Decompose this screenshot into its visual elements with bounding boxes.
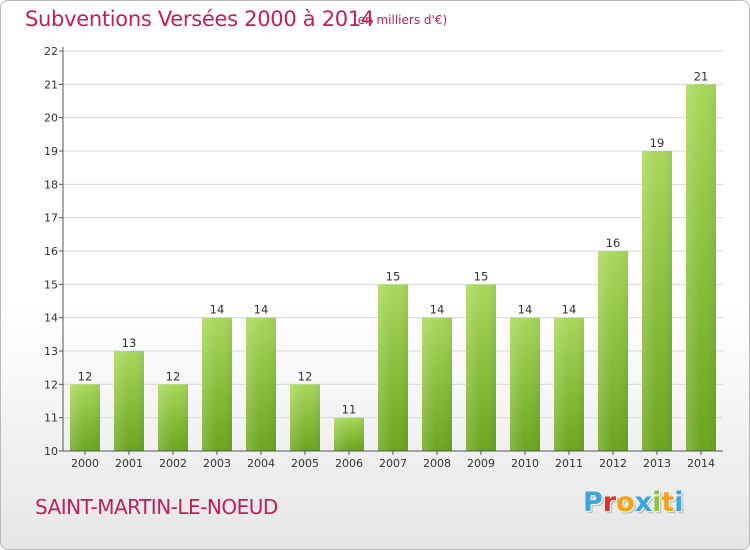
x-tick-label: 2010 [511, 457, 539, 470]
x-tick-label: 2014 [687, 457, 715, 470]
bars [70, 84, 716, 451]
data-label: 16 [606, 236, 621, 250]
data-label: 14 [254, 303, 269, 317]
y-tick-label: 20 [44, 112, 58, 125]
proxiti-logo: Proxiti [583, 487, 684, 518]
x-tick-label: 2006 [335, 457, 363, 470]
bar-shade [422, 317, 452, 451]
data-label: 14 [518, 303, 533, 317]
bar-shade [70, 384, 100, 451]
x-tick-label: 2001 [115, 457, 143, 470]
bar-shade [686, 84, 716, 451]
y-tick-label: 15 [44, 278, 58, 291]
x-tick-label: 2011 [555, 457, 583, 470]
data-label: 14 [562, 303, 577, 317]
x-tick-label: 2008 [423, 457, 451, 470]
bar-shade [378, 284, 408, 451]
data-label: 15 [386, 269, 401, 283]
data-label: 11 [342, 403, 357, 417]
chart-title: Subventions Versées 2000 à 2014 [25, 7, 374, 31]
x-tick-label: 2007 [379, 457, 407, 470]
bar-shade [158, 384, 188, 451]
bar-shade [334, 417, 364, 451]
logo-letter: i [674, 487, 684, 518]
data-label: 12 [78, 369, 93, 383]
y-tick-label: 11 [44, 412, 58, 425]
labels: 10 11 12 13 14 15 16 17 18 19 20 21 22 12 2000 13 2001 12… [44, 45, 715, 470]
y-tick-label: 17 [44, 212, 58, 225]
logo-letter: P [583, 487, 603, 518]
bar-shade [246, 317, 276, 451]
x-tick-label: 2003 [203, 457, 231, 470]
y-tick-label: 16 [44, 245, 58, 258]
data-label: 14 [430, 303, 445, 317]
bar-shade [554, 317, 584, 451]
bar-shade [202, 317, 232, 451]
data-label: 12 [166, 369, 181, 383]
bar-shade [642, 151, 672, 451]
y-tick-label: 10 [44, 445, 58, 458]
x-tick-label: 2000 [71, 457, 99, 470]
axes [59, 47, 723, 455]
bar-shade [598, 251, 628, 451]
y-tick-label: 12 [44, 378, 58, 391]
bar-shade [466, 284, 496, 451]
bar-shade [510, 317, 540, 451]
data-label: 12 [298, 369, 313, 383]
y-tick-label: 19 [44, 145, 58, 158]
commune-name: SAINT-MARTIN-LE-NOEUD [35, 495, 278, 519]
y-tick-label: 14 [44, 312, 58, 325]
x-tick-label: 2005 [291, 457, 319, 470]
data-label: 15 [474, 269, 489, 283]
data-label: 14 [210, 303, 225, 317]
logo-letter: r [602, 487, 617, 518]
x-tick-label: 2009 [467, 457, 495, 470]
x-tick-label: 2013 [643, 457, 671, 470]
data-label: 13 [122, 336, 137, 350]
logo-letter: x [634, 487, 653, 518]
x-tick-label: 2004 [247, 457, 275, 470]
y-tick-label: 21 [44, 78, 58, 91]
bar-shade [114, 351, 144, 451]
y-tick-label: 22 [44, 45, 58, 58]
data-label: 21 [694, 69, 709, 83]
logo-letter: i [652, 487, 662, 518]
logo-letter: o [616, 487, 635, 518]
x-tick-label: 2002 [159, 457, 187, 470]
data-label: 19 [650, 136, 665, 150]
x-tick-label: 2012 [599, 457, 627, 470]
bar-shade [290, 384, 320, 451]
y-tick-label: 18 [44, 178, 58, 191]
logo-letter: t [661, 487, 675, 518]
chart-subtitle: (en milliers d'€) [353, 13, 448, 27]
y-tick-label: 13 [44, 345, 58, 358]
